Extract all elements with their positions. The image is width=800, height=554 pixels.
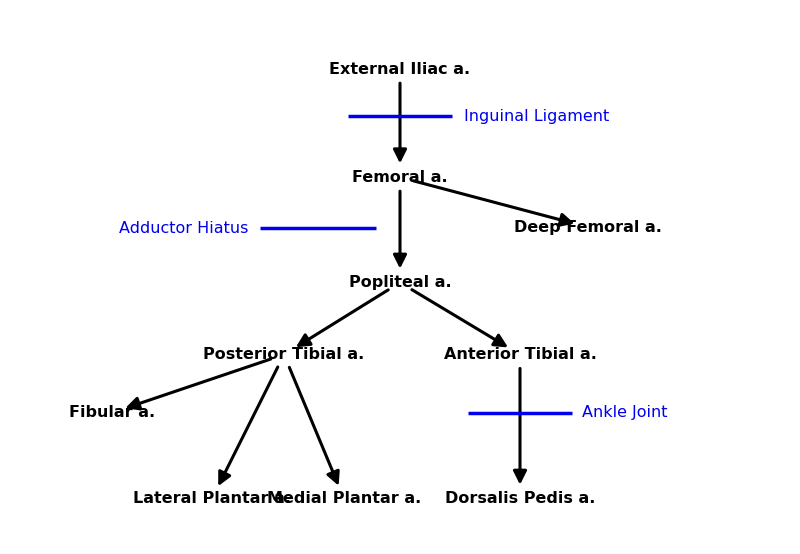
Text: Femoral a.: Femoral a.	[352, 170, 448, 185]
Text: External Iliac a.: External Iliac a.	[330, 61, 470, 77]
Text: Anterior Tibial a.: Anterior Tibial a.	[443, 347, 597, 362]
Text: Adductor Hiatus: Adductor Hiatus	[118, 220, 248, 236]
Text: Medial Plantar a.: Medial Plantar a.	[267, 491, 421, 506]
Text: Lateral Plantar a.: Lateral Plantar a.	[133, 491, 291, 506]
Text: Fibular a.: Fibular a.	[69, 405, 155, 420]
Text: Ankle Joint: Ankle Joint	[582, 405, 668, 420]
Text: Dorsalis Pedis a.: Dorsalis Pedis a.	[445, 491, 595, 506]
Text: Posterior Tibial a.: Posterior Tibial a.	[203, 347, 365, 362]
Text: Popliteal a.: Popliteal a.	[349, 275, 451, 290]
Text: Deep Femoral a.: Deep Femoral a.	[514, 219, 662, 235]
Text: Inguinal Ligament: Inguinal Ligament	[464, 109, 610, 124]
